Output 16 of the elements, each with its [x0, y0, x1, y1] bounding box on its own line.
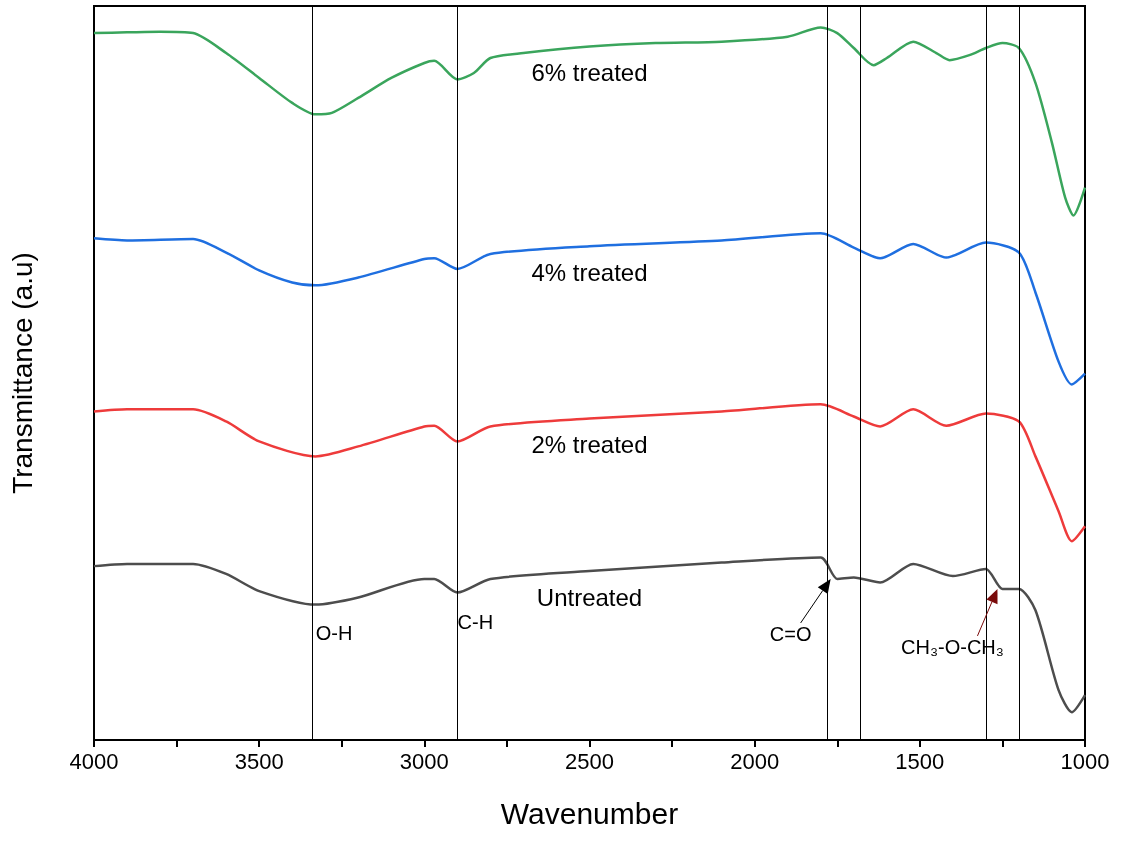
x-tick-label: 1500: [895, 748, 945, 774]
series-label: 4% treated: [531, 258, 648, 286]
annotation: O-H: [315, 621, 353, 644]
x-axis-title: Wavenumber: [500, 796, 679, 830]
x-tick-label: 1000: [1060, 748, 1110, 774]
x-tick-label: 2000: [730, 748, 780, 774]
series-label: Untreated: [536, 583, 643, 611]
x-tick-label: 3000: [399, 748, 449, 774]
annotation: C-H: [457, 611, 494, 634]
annotation: C=O: [769, 622, 812, 645]
x-tick-label: 3500: [234, 748, 284, 774]
x-tick-label: 2500: [565, 748, 614, 774]
series-label: 6% treated: [531, 59, 648, 87]
x-tick-label: 4000: [69, 748, 119, 774]
series-label: 2% treated: [531, 431, 648, 459]
y-axis-title: Transmittance (a.u): [6, 252, 38, 494]
